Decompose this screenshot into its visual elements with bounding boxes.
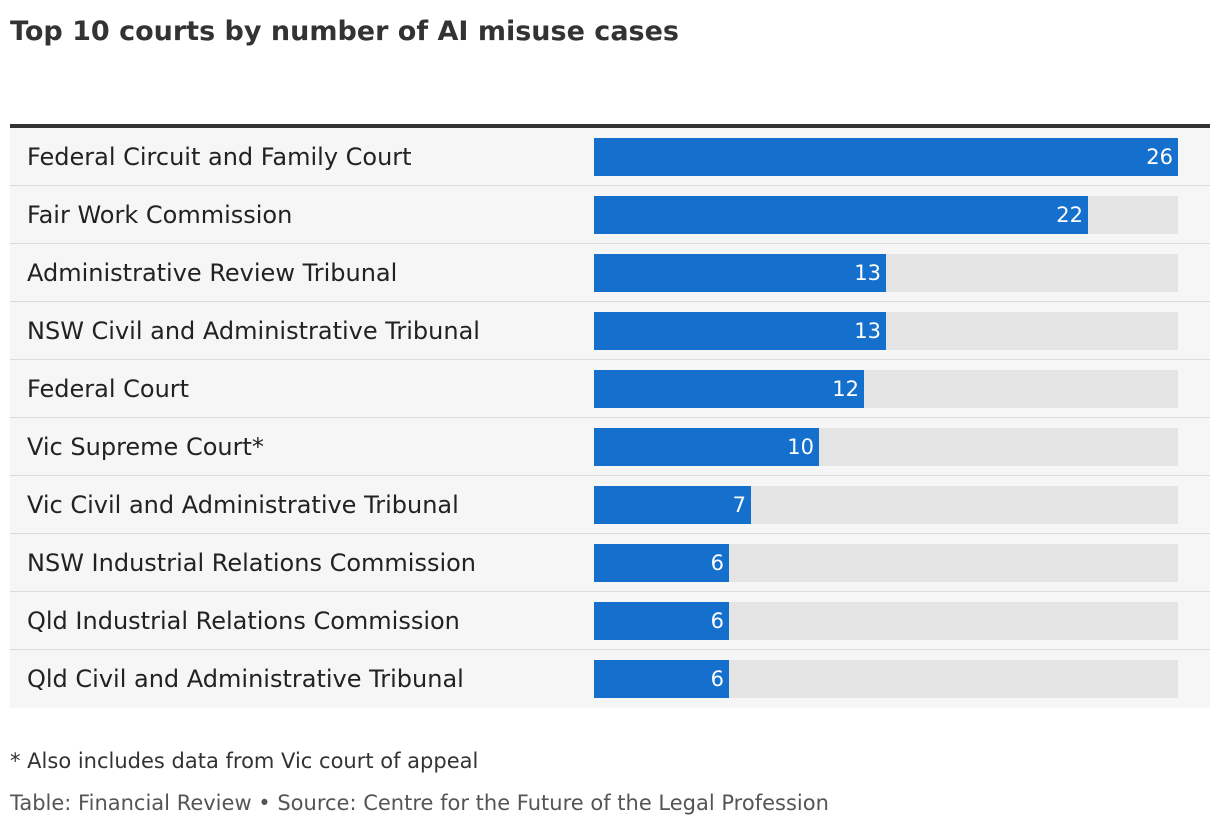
bar-track: 13	[594, 312, 1178, 350]
bar-value-label: 7	[732, 493, 746, 517]
table-row: Vic Supreme Court* 10	[10, 418, 1210, 476]
row-label: Qld Industrial Relations Commission	[27, 607, 460, 635]
table-row: Fair Work Commission 22	[10, 186, 1210, 244]
source-line: Table: Financial Review • Source: Centre…	[10, 791, 829, 815]
table-row: Qld Civil and Administrative Tribunal 6	[10, 650, 1210, 708]
bar-track: 12	[594, 370, 1178, 408]
table-row: NSW Industrial Relations Commission 6	[10, 534, 1210, 592]
table-row: NSW Civil and Administrative Tribunal 13	[10, 302, 1210, 360]
row-label: Fair Work Commission	[27, 201, 293, 229]
row-label: Federal Circuit and Family Court	[27, 143, 412, 171]
bar-track: 6	[594, 602, 1178, 640]
bar: 26	[594, 138, 1178, 176]
bar-track: 7	[594, 486, 1178, 524]
bar-value-label: 12	[832, 377, 859, 401]
table-row: Administrative Review Tribunal 13	[10, 244, 1210, 302]
bar-value-label: 13	[854, 261, 881, 285]
row-label: NSW Industrial Relations Commission	[27, 549, 477, 577]
row-label: NSW Civil and Administrative Tribunal	[27, 317, 480, 345]
bar-value-label: 6	[710, 667, 724, 691]
row-label: Vic Supreme Court*	[27, 433, 264, 461]
bar: 22	[594, 196, 1088, 234]
bar-track: 10	[594, 428, 1178, 466]
row-label: Vic Civil and Administrative Tribunal	[27, 491, 459, 519]
bar-value-label: 26	[1146, 145, 1173, 169]
bar: 12	[594, 370, 864, 408]
bar-track: 26	[594, 138, 1178, 176]
bar-track: 22	[594, 196, 1178, 234]
row-label: Qld Civil and Administrative Tribunal	[27, 665, 464, 693]
bar-value-label: 6	[710, 609, 724, 633]
bar-value-label: 22	[1056, 203, 1083, 227]
bar-track: 13	[594, 254, 1178, 292]
bar: 10	[594, 428, 819, 466]
bar: 7	[594, 486, 751, 524]
bar: 6	[594, 544, 729, 582]
chart-title: Top 10 courts by number of AI misuse cas…	[10, 16, 679, 47]
footnote: * Also includes data from Vic court of a…	[10, 749, 479, 773]
row-label: Administrative Review Tribunal	[27, 259, 398, 287]
bar: 13	[594, 312, 886, 350]
table-row: Federal Circuit and Family Court 26	[10, 128, 1210, 186]
bar: 6	[594, 602, 729, 640]
bar-value-label: 6	[710, 551, 724, 575]
table-row: Federal Court 12	[10, 360, 1210, 418]
row-label: Federal Court	[27, 375, 190, 403]
bar-table: Federal Circuit and Family Court 26 Fair W…	[10, 124, 1210, 708]
bar-track: 6	[594, 660, 1178, 698]
bar: 13	[594, 254, 886, 292]
bar-value-label: 10	[787, 435, 814, 459]
table-row: Vic Civil and Administrative Tribunal 7	[10, 476, 1210, 534]
bar: 6	[594, 660, 729, 698]
table-row: Qld Industrial Relations Commission 6	[10, 592, 1210, 650]
bar-value-label: 13	[854, 319, 881, 343]
bar-track: 6	[594, 544, 1178, 582]
